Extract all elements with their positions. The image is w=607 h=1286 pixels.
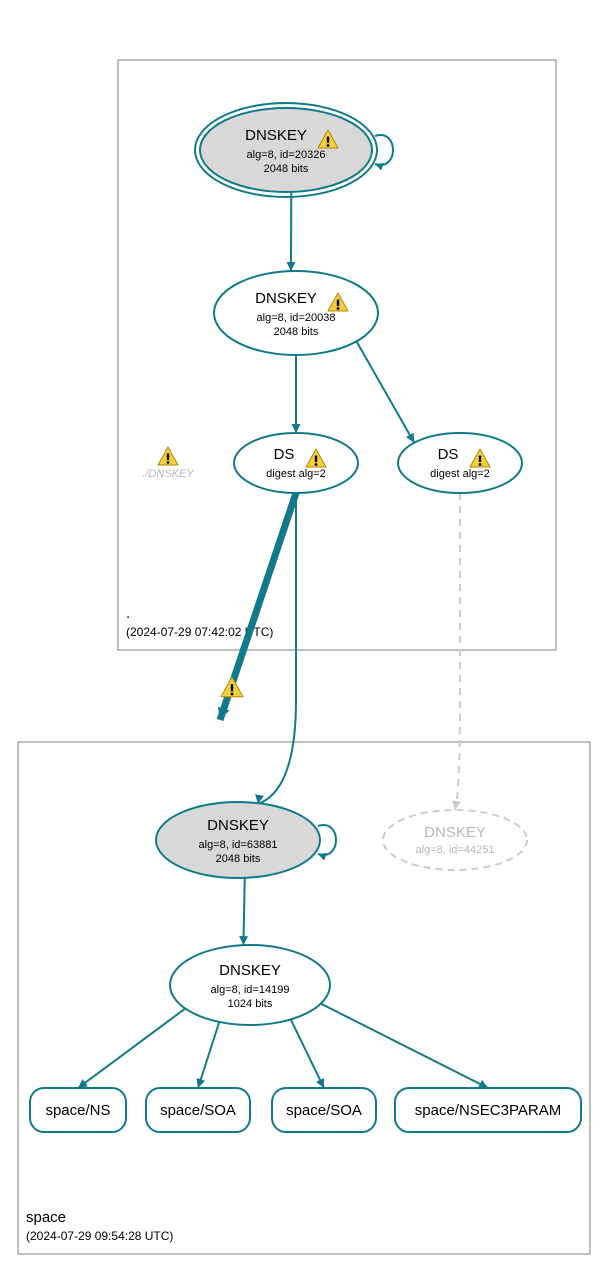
leaf-nsec3-label: space/NSEC3PARAM — [415, 1102, 561, 1119]
dnskey-20038-label: alg=8, id=20038 — [257, 312, 336, 324]
dnskey-14199-label: DNSKEY — [219, 962, 281, 979]
edge — [243, 878, 244, 945]
edge — [455, 493, 460, 810]
ds-right — [398, 433, 522, 493]
edge — [198, 1022, 219, 1088]
dnskey-14199-label: alg=8, id=14199 — [211, 984, 290, 996]
edge — [78, 1009, 185, 1088]
edge — [291, 1019, 324, 1088]
edge — [321, 1004, 488, 1088]
dnskey-20038-label: DNSKEY — [255, 290, 317, 307]
ds-left-label: digest alg=2 — [266, 468, 326, 480]
dnskey-20038-label: 2048 bits — [274, 326, 319, 338]
root-zone-title: . — [126, 605, 130, 622]
warning-icon — [221, 677, 243, 697]
leaf-soa2-label: space/SOA — [286, 1102, 362, 1119]
space-zone-title: space — [26, 1209, 66, 1226]
ds-right-label: DS — [438, 446, 459, 463]
dnskey-44251-label: DNSKEY — [424, 824, 486, 841]
dnskey-20326-label: DNSKEY — [245, 127, 307, 144]
dnskey-20326-label: 2048 bits — [264, 163, 309, 175]
dnskey-63881-label: alg=8, id=63881 — [199, 839, 278, 851]
ds-left-label: DS — [274, 446, 295, 463]
dnskey-63881-label: 2048 bits — [216, 853, 261, 865]
dnssec-graph: .(2024-07-29 07:42:02 UTC)space(2024-07-… — [0, 0, 607, 1286]
leaf-ns-label: space/NS — [45, 1102, 110, 1119]
gray-dnskey-label: ./DNSKEY — [142, 468, 194, 480]
warning-icon — [158, 447, 178, 465]
dnskey-14199-label: 1024 bits — [228, 998, 273, 1010]
dnskey-44251-label: alg=8, id=44251 — [416, 844, 495, 856]
ds-left — [234, 433, 358, 493]
ds-right-label: digest alg=2 — [430, 468, 490, 480]
edge — [357, 341, 415, 442]
leaf-soa1-label: space/SOA — [160, 1102, 236, 1119]
dnskey-63881-label: DNSKEY — [207, 817, 269, 834]
dnskey-20326-label: alg=8, id=20326 — [247, 149, 326, 161]
space-zone-subtitle: (2024-07-29 09:54:28 UTC) — [26, 1229, 173, 1243]
